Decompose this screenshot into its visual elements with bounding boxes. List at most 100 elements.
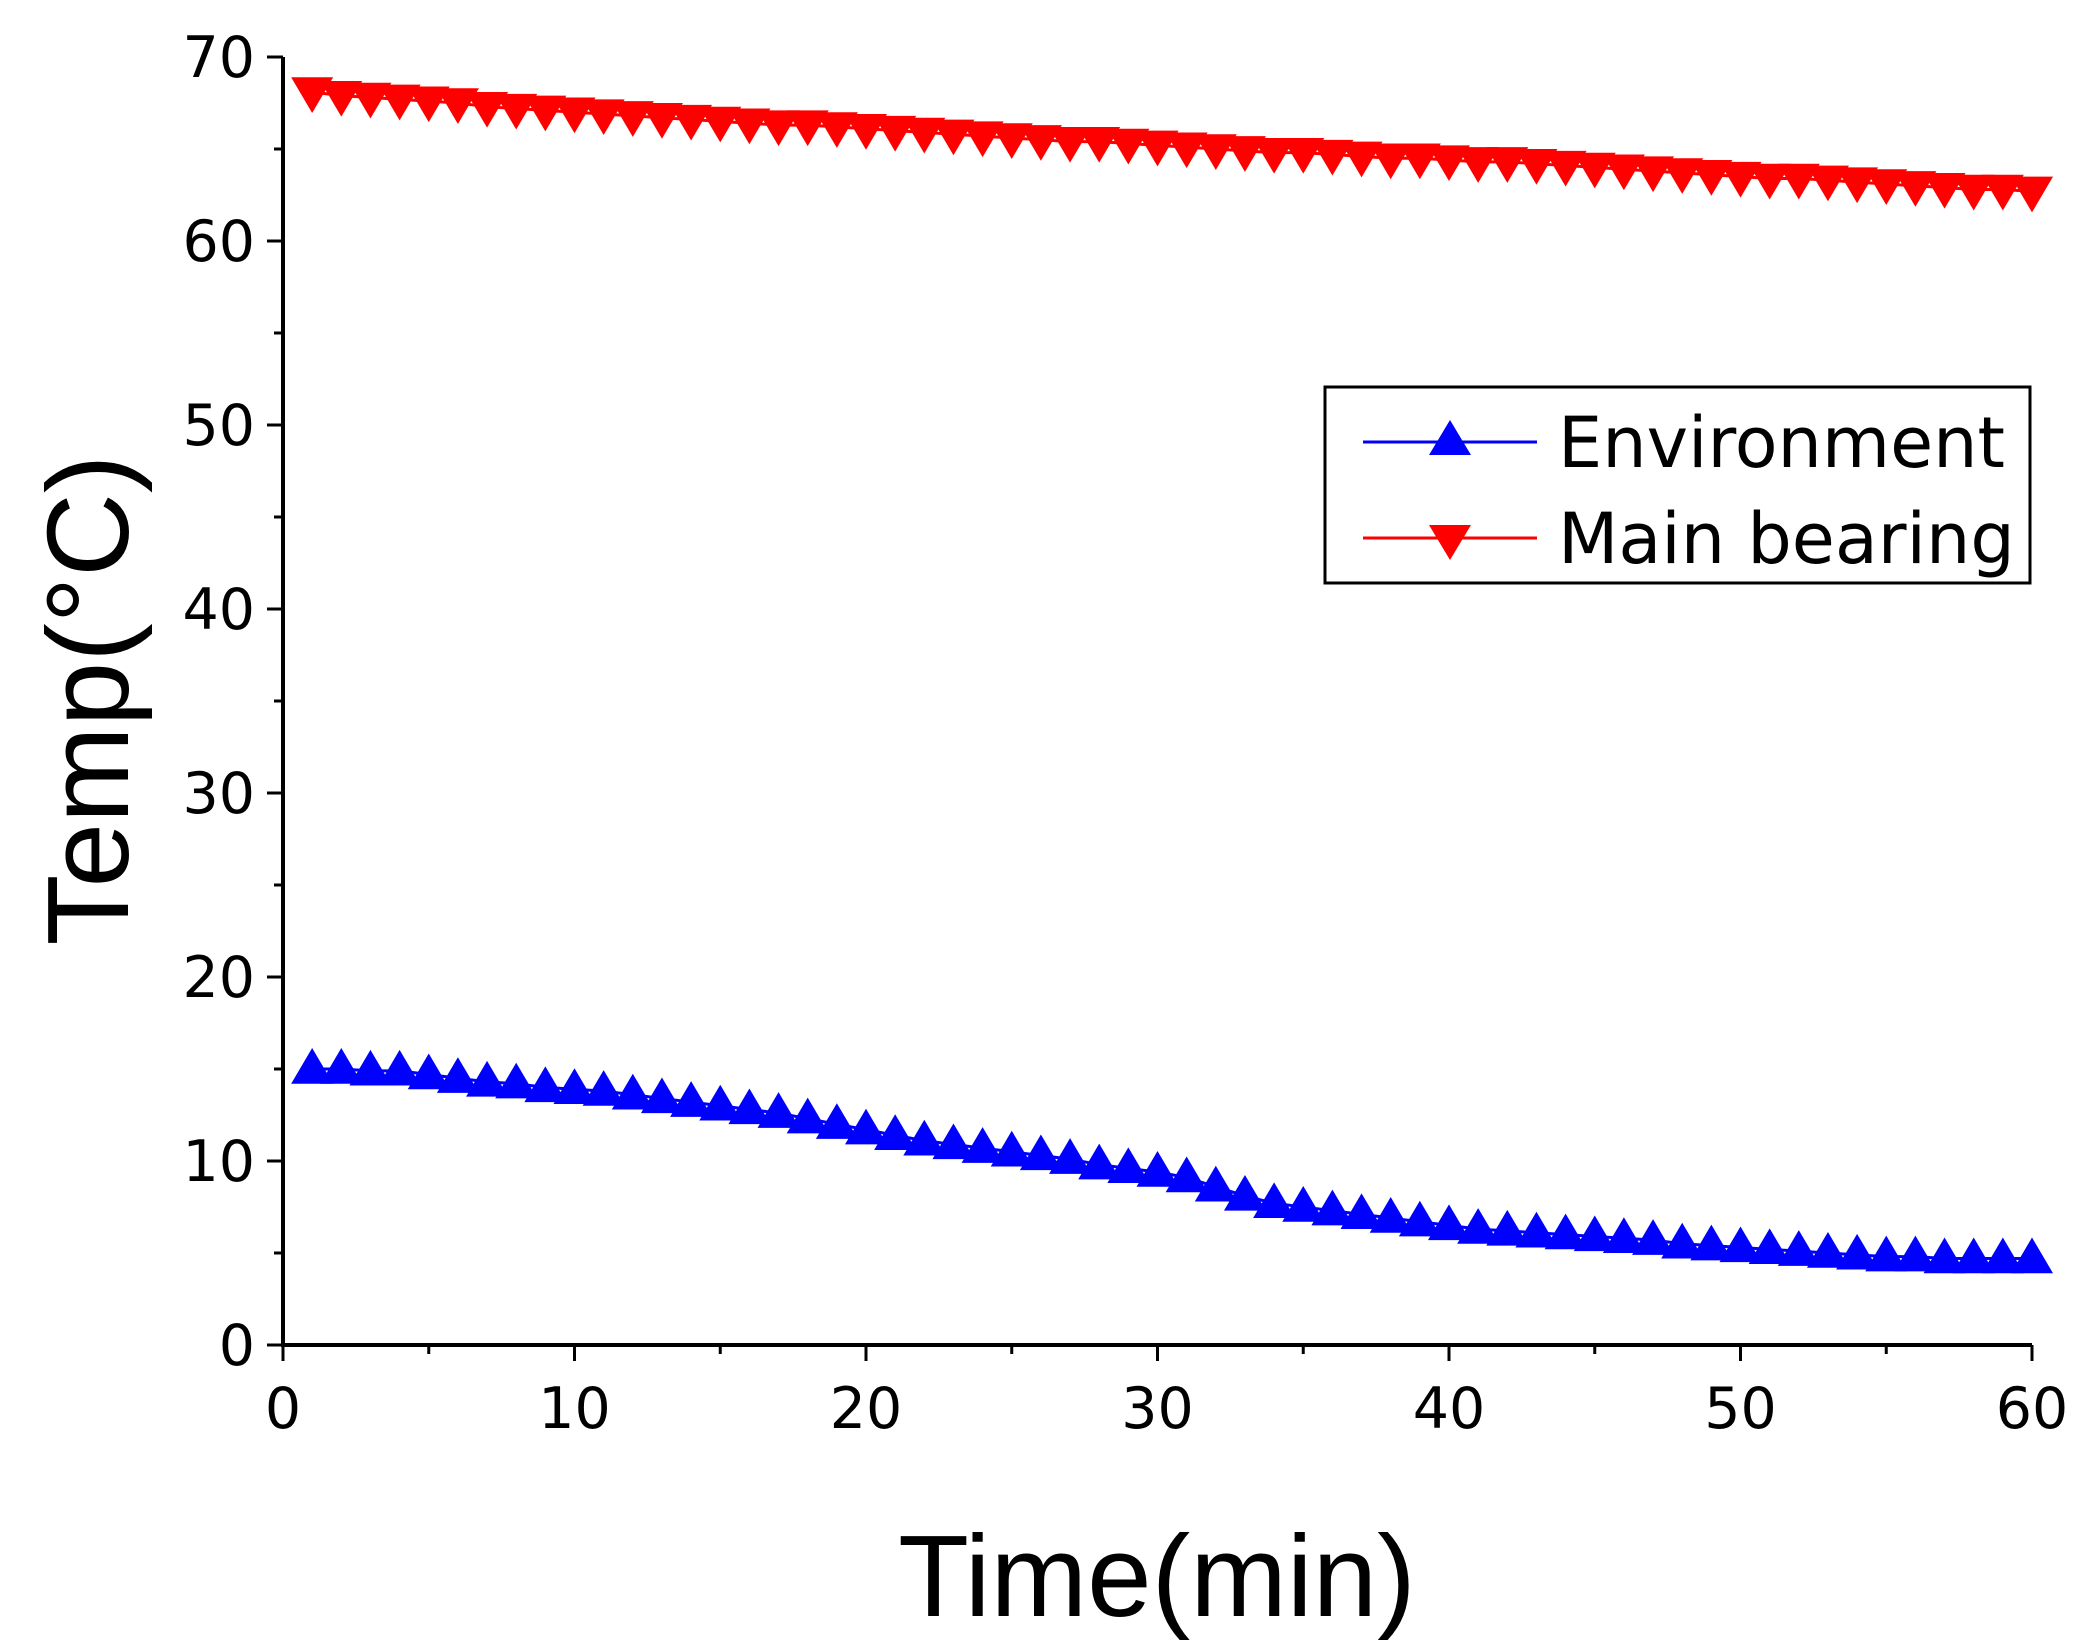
data-point-environment xyxy=(1690,1224,1733,1261)
data-point-main-bearing xyxy=(1428,145,1470,182)
y-tick-label: 0 xyxy=(219,1313,255,1379)
data-point-environment xyxy=(436,1057,479,1093)
data-point-environment xyxy=(932,1123,975,1160)
data-point-environment xyxy=(1194,1165,1237,1202)
data-point-environment xyxy=(874,1114,917,1150)
data-point-environment xyxy=(553,1068,596,1104)
x-tick-label: 20 xyxy=(830,1376,903,1442)
data-point-environment xyxy=(786,1097,829,1134)
data-point-main-bearing xyxy=(1165,132,1208,169)
data-point-main-bearing xyxy=(407,86,450,123)
data-point-main-bearing xyxy=(1544,150,1587,187)
data-point-main-bearing xyxy=(582,99,625,136)
data-point-environment xyxy=(1748,1228,1791,1265)
data-point-environment xyxy=(699,1084,742,1121)
data-point-main-bearing xyxy=(495,93,538,130)
data-point-environment xyxy=(1049,1138,1092,1174)
data-point-environment xyxy=(640,1077,683,1114)
data-point-main-bearing xyxy=(990,123,1033,159)
data-point-environment xyxy=(1602,1217,1645,1253)
data-point-main-bearing xyxy=(640,103,683,139)
data-point-environment xyxy=(1573,1215,1616,1252)
data-point-main-bearing xyxy=(1661,158,1704,194)
data-point-main-bearing xyxy=(699,106,742,143)
data-point-environment xyxy=(845,1108,887,1145)
data-point-environment xyxy=(1836,1233,1879,1270)
y-tick-label: 40 xyxy=(182,577,255,643)
data-point-main-bearing xyxy=(378,84,421,121)
data-point-environment xyxy=(1282,1186,1325,1222)
data-point-environment xyxy=(1544,1213,1587,1250)
data-point-environment xyxy=(1981,1237,2024,1274)
data-point-environment xyxy=(407,1053,450,1090)
data-point-environment xyxy=(757,1092,800,1128)
data-point-environment xyxy=(670,1081,713,1117)
data-point-environment xyxy=(1369,1197,1412,1233)
data-point-environment xyxy=(961,1127,1004,1163)
data-point-main-bearing xyxy=(1865,169,1908,205)
data-point-environment xyxy=(320,1048,363,1084)
data-point-main-bearing xyxy=(757,110,800,147)
data-point-environment xyxy=(1398,1200,1441,1237)
x-tick-label: 30 xyxy=(1121,1376,1194,1442)
data-point-environment xyxy=(378,1049,421,1086)
data-point-environment xyxy=(1136,1151,1179,1187)
data-point-main-bearing xyxy=(1748,163,1791,200)
data-point-main-bearing xyxy=(1369,143,1412,180)
data-point-main-bearing xyxy=(1136,130,1179,167)
data-point-main-bearing xyxy=(1515,149,1558,185)
data-point-environment xyxy=(1019,1134,1062,1171)
data-point-main-bearing xyxy=(1282,137,1325,174)
data-point-environment xyxy=(1719,1226,1762,1263)
data-point-environment xyxy=(728,1088,771,1125)
legend-marker-environment xyxy=(1429,420,1471,455)
data-point-environment xyxy=(903,1119,946,1156)
data-point-main-bearing xyxy=(786,110,829,147)
legend-marker-main-bearing xyxy=(1429,525,1471,560)
data-point-environment xyxy=(1777,1230,1820,1266)
data-point-environment xyxy=(815,1103,858,1139)
data-point-environment xyxy=(1952,1237,1995,1274)
data-point-main-bearing xyxy=(1457,147,1500,183)
data-point-environment xyxy=(1457,1208,1500,1244)
data-point-main-bearing xyxy=(815,112,858,148)
data-point-environment xyxy=(524,1066,567,1103)
data-point-environment xyxy=(582,1070,625,1106)
data-point-environment xyxy=(1165,1156,1208,1193)
data-point-environment xyxy=(291,1048,334,1084)
data-point-main-bearing xyxy=(1398,143,1441,180)
data-point-main-bearing xyxy=(1573,152,1616,189)
data-point-environment xyxy=(1428,1204,1470,1241)
data-point-main-bearing xyxy=(320,80,363,117)
x-axis-title: Time(min) xyxy=(898,1511,1416,1641)
data-point-main-bearing xyxy=(845,114,887,150)
data-point-main-bearing xyxy=(1690,160,1733,196)
data-point-main-bearing xyxy=(1049,126,1092,163)
data-point-environment xyxy=(1865,1235,1908,1272)
y-axis-title: Temp(°C) xyxy=(23,454,153,945)
legend: Environment Main bearing xyxy=(1323,385,2032,585)
data-point-main-bearing xyxy=(961,121,1004,158)
data-point-environment xyxy=(2011,1237,2053,1274)
y-tick-label: 60 xyxy=(182,209,255,275)
data-point-main-bearing xyxy=(1806,165,1849,202)
data-point-environment xyxy=(466,1060,509,1097)
data-point-main-bearing xyxy=(466,91,509,128)
data-point-main-bearing xyxy=(1952,174,1995,211)
data-point-main-bearing xyxy=(436,88,479,124)
data-point-main-bearing xyxy=(1836,167,1879,204)
data-point-main-bearing xyxy=(1894,171,1937,207)
data-point-main-bearing xyxy=(1719,161,1762,198)
data-point-environment xyxy=(1661,1222,1704,1259)
data-point-main-bearing xyxy=(524,95,567,132)
data-point-main-bearing xyxy=(1981,174,2024,211)
data-point-main-bearing xyxy=(1194,134,1237,170)
data-point-environment xyxy=(1253,1182,1296,1219)
data-point-main-bearing xyxy=(728,108,771,145)
data-point-main-bearing xyxy=(1107,128,1150,165)
x-tick-label: 0 xyxy=(265,1376,301,1442)
data-point-main-bearing xyxy=(1632,156,1675,193)
data-point-environment xyxy=(349,1049,392,1086)
data-point-main-bearing xyxy=(349,82,392,119)
